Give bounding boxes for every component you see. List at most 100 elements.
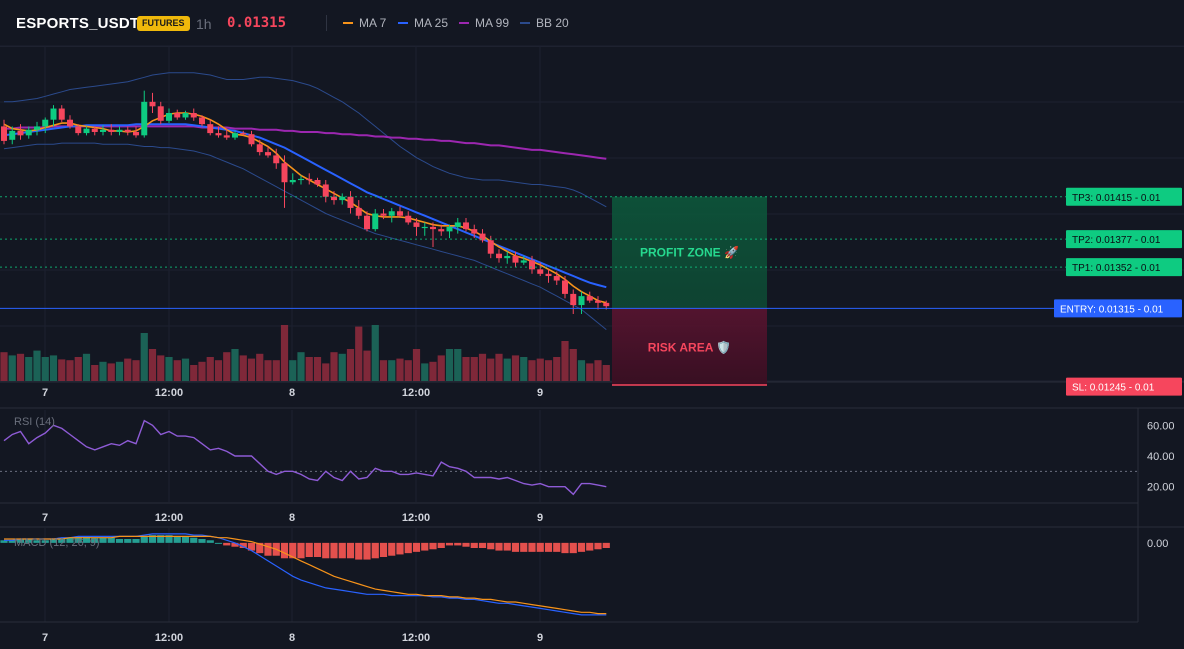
candle-body — [240, 133, 247, 135]
rsi-axis-label: 60.00 — [1147, 420, 1175, 432]
profit-zone — [612, 196, 767, 309]
risk-zone — [612, 308, 767, 385]
price-level-tag — [1066, 187, 1182, 206]
candle-body — [397, 211, 403, 216]
candle-body — [421, 226, 428, 229]
price-level-text: SL: 0.01245 - 0.01 — [1072, 383, 1155, 394]
time-tick-label: 8 — [289, 387, 295, 399]
volume-bar — [586, 363, 594, 381]
time-tick-label: 7 — [42, 512, 48, 524]
macd-histogram-bar — [322, 542, 330, 559]
macd-histogram-bar — [520, 542, 528, 552]
volume-bar — [58, 359, 66, 381]
legend-ma99[interactable]: MA 99 — [459, 16, 509, 30]
candle-body — [520, 260, 527, 263]
volume-bar — [470, 357, 478, 381]
signal-line — [4, 535, 607, 615]
candle-body — [75, 126, 82, 134]
volume-bar — [305, 357, 313, 381]
rsi-line — [3, 419, 607, 496]
volume-bar — [478, 353, 487, 381]
candle-body — [570, 293, 577, 306]
macd-histogram-bar — [330, 542, 338, 559]
macd-histogram-bar — [511, 542, 520, 552]
macd-histogram-bar — [594, 542, 602, 550]
candle-body — [463, 222, 469, 230]
macd-histogram-bar — [462, 542, 470, 547]
candle-body — [157, 106, 164, 121]
macd-title: MACD (12, 26, 9) — [14, 537, 100, 549]
legend-ma7[interactable]: MA 7 — [343, 16, 386, 30]
indicator-lines — [3, 72, 607, 330]
time-tick-label: 9 — [537, 387, 543, 399]
macd-histogram-bar — [371, 542, 379, 559]
volume-bar — [8, 355, 16, 381]
candle-body — [42, 119, 49, 127]
volume-bar — [313, 357, 322, 381]
macd-histogram-bar — [412, 542, 421, 552]
macd-histogram-bar — [49, 539, 58, 543]
time-tick-label: 9 — [537, 512, 543, 524]
macd-histogram-bar — [66, 537, 74, 543]
macd-histogram-bar — [280, 542, 289, 559]
candle-body — [273, 155, 280, 164]
interval-label[interactable]: 1h — [196, 16, 212, 32]
rsi-axis-label: 20.00 — [1147, 482, 1175, 494]
candle-body — [430, 226, 436, 230]
risk-zone-label: RISK AREA 🛡️ — [648, 341, 731, 355]
candle-body — [306, 178, 313, 181]
macd-histogram-bar — [528, 542, 536, 552]
price-level-tag — [1054, 299, 1182, 318]
macd-histogram-bar — [124, 539, 132, 543]
macd-histogram-bar — [223, 542, 231, 546]
macd-histogram-bar — [544, 542, 553, 552]
candle-body — [595, 300, 601, 303]
candle-body — [34, 126, 40, 130]
volume-bar — [264, 360, 272, 381]
macd-histogram-bar — [132, 539, 140, 543]
candle-body — [537, 269, 544, 274]
legend-ma25[interactable]: MA 25 — [398, 16, 448, 30]
candle-body — [281, 163, 288, 183]
volume-bar — [190, 365, 198, 381]
legend-bb20[interactable]: BB 20 — [520, 16, 569, 30]
macd-histogram-bar — [74, 536, 82, 543]
volume-bar — [487, 358, 495, 381]
volume-bar — [536, 358, 544, 381]
symbol-name[interactable]: ESPORTS_USDT — [16, 15, 140, 32]
macd-histogram-bar — [173, 536, 181, 543]
macd-histogram-bar — [107, 537, 115, 543]
macd-histogram-bar — [553, 542, 561, 552]
legend-swatch — [520, 22, 530, 24]
macd-histogram-bar — [25, 539, 33, 543]
macd-histogram-bar — [602, 542, 610, 548]
volume-bar — [157, 355, 165, 381]
macd-histogram-bar — [231, 542, 239, 547]
time-tick-label: 9 — [537, 632, 543, 644]
volume-bar — [66, 360, 74, 381]
volume-bar — [322, 363, 330, 381]
volume-bar — [223, 352, 231, 381]
price-level-tag — [1066, 377, 1182, 396]
volume-bar — [561, 341, 569, 381]
candle-body — [504, 255, 511, 259]
candle-body — [553, 276, 560, 281]
time-tick-label: 12:00 — [155, 387, 183, 399]
candle-body — [207, 124, 214, 134]
volume-bar — [107, 363, 115, 381]
macd-histogram-bar — [396, 542, 404, 555]
candle-body — [454, 222, 461, 227]
candle-body — [199, 117, 205, 125]
volume-bar — [82, 353, 91, 381]
candle-body — [339, 196, 346, 201]
macd-histogram-bar — [487, 542, 495, 550]
time-tick-label: 8 — [289, 632, 295, 644]
volume-bar — [289, 360, 297, 381]
volume-bar — [569, 349, 577, 381]
macd-histogram-bar — [247, 542, 256, 551]
macd-histogram-bar — [148, 535, 157, 543]
candle-body — [1, 126, 7, 141]
last-price: 0.01315 — [227, 15, 287, 31]
candle-body — [9, 130, 16, 140]
